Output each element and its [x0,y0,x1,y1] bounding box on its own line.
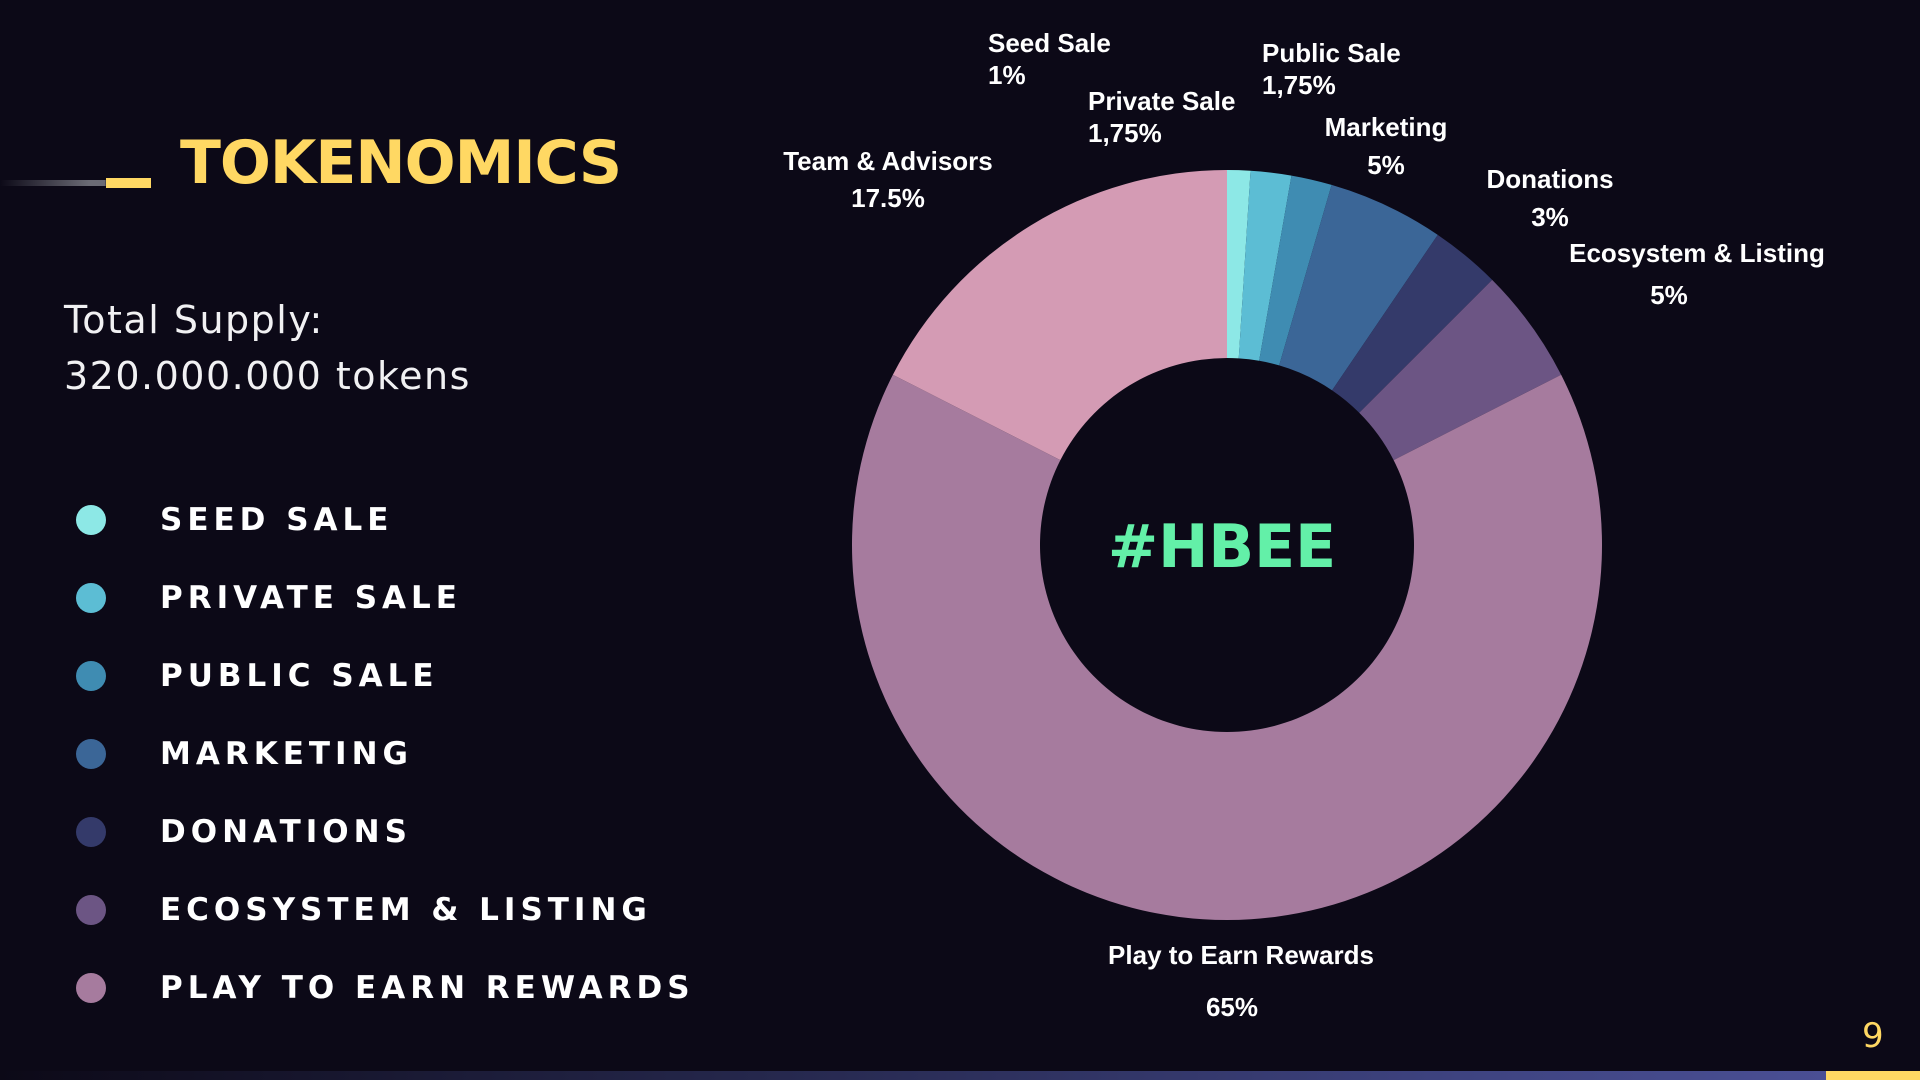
slice-value-ecosystem-listing: 5% [1650,280,1688,310]
donut-center-label: #HBEE [1108,512,1336,582]
slice-label-ecosystem-listing: Ecosystem & Listing [1569,238,1825,268]
slice-label-seed-sale: Seed Sale [988,28,1111,58]
slice-team-advisors [892,170,1227,461]
page-number: 9 [1862,1016,1884,1056]
slice-label-marketing: Marketing [1325,112,1448,142]
slice-label-team-advisors: Team & Advisors [783,146,993,176]
slice-value-public-sale: 1,75% [1262,70,1336,100]
legend-item-donations: DONATIONS [76,812,412,852]
bottom-accent-bar [1826,1071,1920,1080]
legend-dot [76,895,106,925]
legend-item-ecosystem-listing: ECOSYSTEM & LISTING [76,890,652,930]
legend-label: ECOSYSTEM & LISTING [160,892,652,928]
legend-item-public-sale: PUBLIC SALE [76,656,439,696]
slice-public-sale [1259,175,1332,366]
title-accent-dash [106,178,151,188]
legend-dot [76,973,106,1003]
legend-dot [76,583,106,613]
slice-value-team-advisors: 17.5% [851,183,925,213]
slice-label-private-sale: Private Sale [1088,86,1235,116]
slice-donations [1332,234,1493,413]
legend-label: PUBLIC SALE [160,658,439,694]
slice-ecosystem-listing [1359,279,1562,461]
legend-dot [76,817,106,847]
legend-item-seed-sale: SEED SALE [76,500,393,540]
legend-label: SEED SALE [160,502,394,538]
slice-seed-sale [1227,170,1251,359]
legend-label: PLAY TO EARN REWARDS [160,970,695,1006]
legend-dot [76,505,106,535]
total-supply-label: Total Supply: [64,298,324,342]
slice-play-to-earn-rewards [851,374,1602,921]
legend-dot [76,661,106,691]
slice-value-private-sale: 1,75% [1088,118,1162,148]
slice-marketing [1279,184,1438,391]
slice-value-play-to-earn-rewards: 65% [1206,992,1258,1022]
slice-value-seed-sale: 1% [988,60,1026,90]
legend-item-marketing: MARKETING [76,734,413,774]
title-decoration-line [0,180,150,186]
legend-dot [76,739,106,769]
total-supply: Total Supply: 320.000.000 tokens [64,292,471,404]
legend-item-private-sale: PRIVATE SALE [76,578,462,618]
slice-value-marketing: 5% [1367,150,1405,180]
slice-label-donations: Donations [1486,164,1613,194]
slice-label-public-sale: Public Sale [1262,38,1401,68]
legend-label: PRIVATE SALE [160,580,462,616]
slice-private-sale [1238,170,1292,361]
legend-label: DONATIONS [160,814,412,850]
page-title: TOKENOMICS [180,128,622,198]
legend-label: MARKETING [160,736,413,772]
bottom-gradient-bar [0,1071,1826,1080]
total-supply-value: 320.000.000 tokens [64,354,471,398]
slice-value-donations: 3% [1531,202,1569,232]
legend-item-play-to-earn: PLAY TO EARN REWARDS [76,968,695,1008]
slice-label-play-to-earn-rewards: Play to Earn Rewards [1108,940,1374,970]
